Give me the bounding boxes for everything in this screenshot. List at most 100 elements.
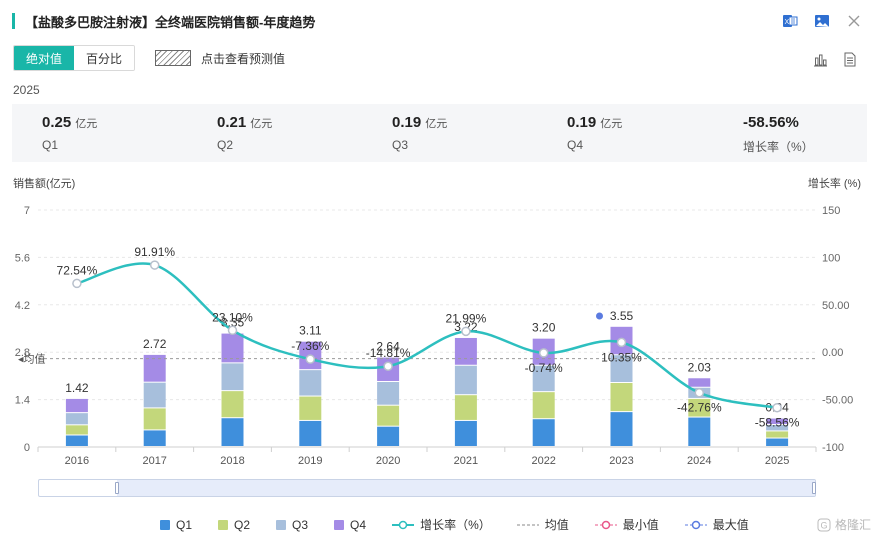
legend-min[interactable]: 最小值 (594, 516, 659, 533)
bar-q2-2025 (766, 431, 789, 438)
excel-icon[interactable]: X (781, 12, 799, 30)
summary-q1: 0.25 亿元 Q1 (42, 114, 97, 152)
legend-min-swatch (594, 520, 617, 529)
growth-label: 72.54% (57, 263, 98, 277)
chart-legend: Q1 Q2 Q3 Q4 增长率（%） 均值 最小值 最大值 (160, 516, 775, 533)
bar-q2-2021 (454, 395, 477, 420)
legend-growth[interactable]: 增长率（%） (392, 516, 491, 533)
range-slider-right-handle[interactable] (812, 482, 816, 494)
bar-total-label: 3.55 (610, 309, 634, 323)
x-tick-label: 2020 (376, 455, 400, 467)
tab-absolute[interactable]: 绝对值 (14, 46, 75, 70)
bar-q2-2018 (221, 391, 244, 418)
growth-label: -58.56% (755, 416, 800, 430)
x-tick-label: 2017 (142, 455, 166, 467)
x-tick-label: 2016 (65, 455, 89, 467)
tab-percent[interactable]: 百分比 (74, 46, 135, 70)
legend-q2[interactable]: Q2 (218, 518, 250, 532)
legend-q1-label: Q1 (176, 517, 193, 532)
legend-max-swatch (684, 520, 707, 529)
growth-point (616, 337, 627, 348)
forecast-toggle[interactable]: 点击查看预测值 (155, 50, 285, 67)
summary-panel: 0.25 亿元 Q1 0.21 亿元 Q2 0.19 亿元 Q3 0.19 亿元 Q4 … (12, 104, 867, 162)
range-slider-left-handle[interactable] (115, 482, 119, 494)
svg-text:G: G (820, 520, 827, 530)
summary-q1-unit: 亿元 (75, 118, 98, 130)
legend-min-label: 最小值 (622, 518, 659, 532)
summary-q3-label: Q3 (392, 138, 409, 152)
legend-q3-swatch (276, 519, 287, 530)
image-icon[interactable] (813, 12, 831, 30)
bar-q4-2024 (688, 378, 711, 387)
y-tick-label: 7 (24, 205, 30, 217)
bar-total-label: 2.72 (143, 337, 167, 351)
growth-point (305, 354, 316, 364)
summary-q4-unit: 亿元 (600, 118, 623, 130)
legend-q4[interactable]: Q4 (334, 518, 366, 532)
range-slider-selection[interactable] (117, 480, 815, 496)
growth-label: 21.99% (446, 311, 487, 325)
bar-q3-2018 (221, 363, 244, 391)
watermark: G 格隆汇 (817, 516, 871, 533)
growth-point (461, 326, 471, 337)
range-slider[interactable] (38, 479, 816, 497)
x-tick-label: 2025 (765, 455, 789, 467)
growth-point (772, 402, 782, 413)
bar-q1-2021 (454, 420, 477, 446)
mode-toggle: 绝对值 百分比 (13, 45, 136, 71)
growth-label: 91.91% (134, 245, 175, 259)
summary-q3-value: 0.19 (392, 114, 422, 131)
bar-q1-2025 (766, 438, 789, 446)
summary-growth: -58.56% 增长率（%） (743, 114, 814, 155)
y2-tick-label: 150 (822, 205, 840, 217)
growth-label: 10.35% (601, 350, 642, 364)
bar-q3-2022 (532, 365, 555, 392)
summary-growth-value: -58.56% (743, 114, 799, 131)
bar-q1-2016 (65, 435, 88, 446)
document-icon[interactable] (841, 50, 859, 68)
legend-avg-swatch (516, 524, 539, 525)
growth-label: -0.74% (525, 361, 563, 375)
bar-q2-2024 (688, 398, 711, 417)
legend-q2-swatch (218, 519, 229, 530)
legend-q1[interactable]: Q1 (160, 518, 192, 532)
legend-max[interactable]: 最大值 (684, 516, 749, 533)
bar-chart-icon[interactable] (811, 50, 829, 68)
y2-axis-title: 增长率 (%) (807, 178, 861, 190)
bar-q3-2021 (454, 365, 477, 395)
growth-label: -42.76% (677, 401, 722, 415)
legend-q2-label: Q2 (234, 517, 251, 532)
legend-max-label: 最大值 (712, 518, 749, 532)
max-value-marker (596, 312, 603, 320)
bar-q2-2019 (299, 396, 322, 420)
y-tick-label: 4.2 (15, 300, 30, 312)
y2-tick-label: 50.00 (822, 300, 850, 312)
forecast-hatch-swatch (155, 50, 192, 66)
growth-point (72, 278, 82, 289)
bar-q2-2023 (610, 383, 633, 412)
bar-total-label: 2.64 (376, 340, 400, 354)
legend-avg[interactable]: 均值 (516, 516, 569, 533)
bar-q1-2020 (377, 426, 400, 446)
summary-q2-value: 0.21 (217, 114, 247, 131)
watermark-text: 格隆汇 (834, 518, 871, 532)
legend-growth-swatch (392, 520, 415, 529)
growth-point (227, 325, 238, 336)
bar-q1-2024 (688, 417, 711, 446)
summary-q1-value: 0.25 (42, 114, 72, 131)
average-label: ◂均值 (18, 353, 46, 366)
close-icon[interactable] (845, 12, 863, 30)
growth-point (694, 387, 705, 398)
bar-q3-2017 (143, 382, 166, 408)
growth-label: -14.81% (366, 346, 411, 360)
summary-q1-label: Q1 (42, 138, 59, 152)
summary-year: 2025 (13, 83, 40, 97)
legend-growth-label: 增长率（%） (420, 518, 491, 532)
y2-tick-label: -50.00 (822, 395, 853, 407)
bar-q2-2016 (65, 425, 88, 435)
legend-q4-swatch (334, 519, 345, 530)
summary-growth-label: 增长率（%） (743, 140, 814, 154)
legend-q3[interactable]: Q3 (276, 518, 308, 532)
x-tick-label: 2023 (609, 455, 633, 467)
bar-total-label: 3.11 (299, 324, 322, 338)
